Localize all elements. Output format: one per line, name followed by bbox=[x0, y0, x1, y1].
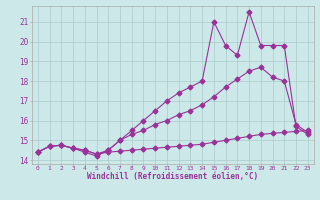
X-axis label: Windchill (Refroidissement éolien,°C): Windchill (Refroidissement éolien,°C) bbox=[87, 172, 258, 181]
